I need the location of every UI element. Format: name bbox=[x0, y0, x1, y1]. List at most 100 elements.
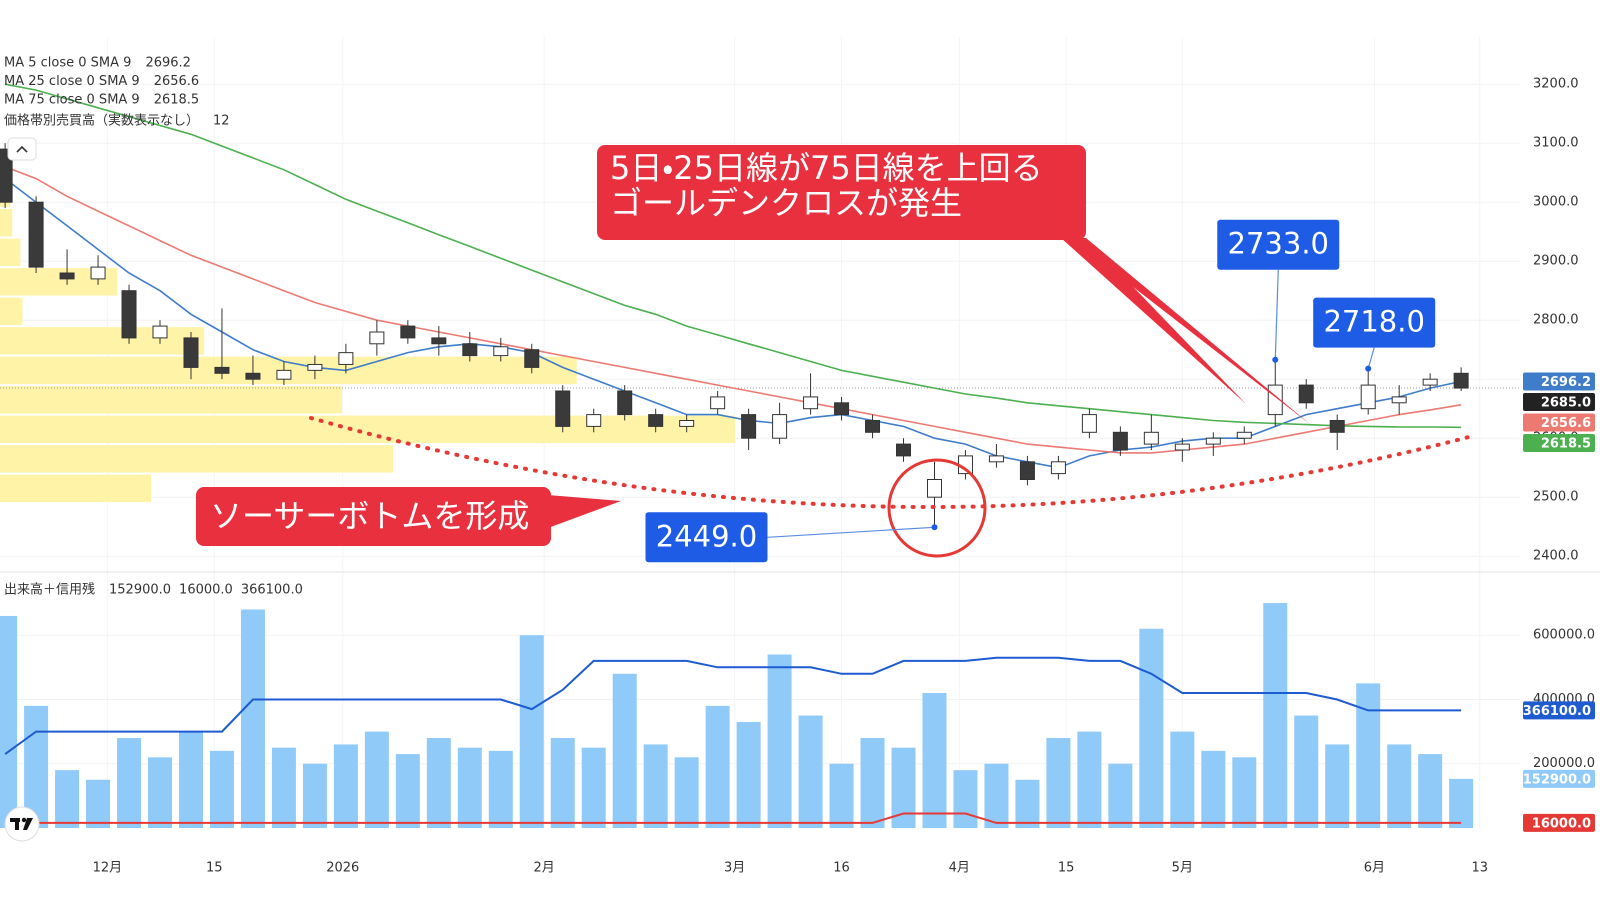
logo bbox=[4, 806, 40, 842]
candle-body bbox=[152, 325, 168, 339]
volume-bar bbox=[550, 738, 575, 828]
profile-bar bbox=[0, 209, 13, 237]
volume-bar bbox=[1201, 750, 1226, 828]
legend-value: 16000.0 bbox=[179, 583, 233, 598]
volume-bar bbox=[984, 763, 1009, 828]
x-tick-label: 5月 bbox=[1172, 861, 1193, 876]
callout-tail bbox=[1070, 238, 1311, 425]
callout-leader bbox=[767, 526, 935, 538]
chevron-icon bbox=[16, 145, 28, 153]
volume-bar bbox=[1015, 779, 1040, 828]
volume-bar bbox=[922, 693, 947, 828]
candle-body bbox=[462, 343, 478, 357]
volume-bar bbox=[674, 757, 699, 828]
ma-line bbox=[4, 83, 1462, 429]
saucer-callout: ソーサーボトムを形成 bbox=[196, 487, 621, 546]
logo-part bbox=[15, 818, 19, 830]
legend-value: 2618.5 bbox=[154, 93, 200, 108]
price-badge-label: 16000.0 bbox=[1532, 816, 1591, 831]
golden-cross-callout: 5日・25日線が75日線を上回る ゴールデンクロスが発生 bbox=[597, 145, 1311, 425]
profile-bar bbox=[0, 327, 205, 355]
price-badge bbox=[1523, 769, 1595, 788]
callout-point bbox=[1272, 356, 1279, 363]
candle-body bbox=[555, 390, 571, 427]
y-tick-label: 3200.0 bbox=[1533, 77, 1579, 92]
candle-body bbox=[926, 479, 942, 498]
candle-body bbox=[896, 443, 912, 457]
volume-bar bbox=[1077, 731, 1102, 828]
x-tick-label: 2026 bbox=[326, 861, 359, 876]
volume-bar bbox=[860, 738, 885, 828]
volume-bar bbox=[86, 779, 111, 828]
candle-body bbox=[1391, 396, 1407, 404]
legend-label: MA 75 close 0 SMA 9 bbox=[4, 93, 140, 108]
volume-bar bbox=[333, 744, 358, 828]
callout-box bbox=[597, 145, 1086, 240]
candle-body bbox=[431, 337, 447, 345]
volume-bar bbox=[117, 738, 142, 828]
candle-body bbox=[1422, 378, 1438, 386]
price-badge bbox=[1523, 372, 1595, 391]
y-tick-label: 2800.0 bbox=[1533, 313, 1579, 328]
price-badge-label: 2696.2 bbox=[1541, 375, 1591, 390]
candle-body bbox=[1205, 437, 1221, 445]
price-badge-label: 2685.0 bbox=[1541, 395, 1591, 410]
x-tick-label: 13 bbox=[1471, 861, 1488, 876]
saucer-curve bbox=[309, 416, 1471, 509]
volume-bar bbox=[1449, 778, 1474, 828]
volume-bar bbox=[209, 750, 234, 828]
volume-bar bbox=[488, 750, 513, 828]
candle-body bbox=[803, 396, 819, 410]
candle-body bbox=[524, 349, 540, 368]
logo-part bbox=[21, 817, 27, 823]
volume-bar bbox=[0, 615, 18, 828]
price-badge bbox=[1523, 392, 1595, 411]
callout-leader bbox=[1274, 269, 1279, 360]
x-tick-label: 6月 bbox=[1364, 861, 1385, 876]
x-tick-label: 15 bbox=[206, 861, 223, 876]
candle-body bbox=[834, 402, 850, 416]
candle-body bbox=[307, 363, 323, 371]
callout-text: 5日・25日線が75日線を上回る bbox=[610, 149, 1043, 187]
price-badge bbox=[1523, 813, 1595, 832]
callout-text: ソーサーボトムを形成 bbox=[210, 497, 529, 535]
y-tick-label: 3100.0 bbox=[1533, 136, 1579, 151]
volume-line bbox=[5, 812, 1462, 824]
volume-bar bbox=[271, 747, 296, 828]
volume-bar bbox=[891, 747, 916, 828]
callout-leader bbox=[1367, 347, 1375, 369]
volume-bar bbox=[1046, 738, 1071, 828]
y-tick-label: 3000.0 bbox=[1533, 195, 1579, 210]
candle-body bbox=[617, 390, 633, 416]
volume-bar bbox=[364, 731, 389, 828]
button-frame[interactable] bbox=[7, 137, 37, 161]
y-tick-label: 200000.0 bbox=[1533, 756, 1595, 771]
price-badge bbox=[1523, 701, 1595, 720]
candle-body bbox=[1112, 431, 1128, 451]
volume-bar bbox=[736, 721, 761, 828]
candle-body bbox=[121, 290, 137, 339]
callout-point bbox=[931, 524, 938, 531]
candle-body bbox=[1174, 443, 1190, 451]
volume-bar bbox=[829, 763, 854, 828]
volume-bar bbox=[612, 673, 637, 828]
volume-bar bbox=[1325, 744, 1350, 828]
x-tick-label: 12月 bbox=[93, 861, 123, 876]
volume-bar bbox=[798, 715, 823, 828]
candle-body bbox=[772, 414, 788, 439]
profile-bar bbox=[0, 386, 342, 414]
price-badge-label: 152900.0 bbox=[1523, 772, 1591, 787]
price-badge-label: 2656.6 bbox=[1541, 416, 1591, 431]
volume-bar bbox=[1108, 763, 1133, 828]
collapse-button[interactable] bbox=[7, 137, 37, 161]
y-tick-label: 2900.0 bbox=[1533, 254, 1579, 269]
profile-bar bbox=[0, 297, 23, 326]
candle-body bbox=[0, 148, 13, 203]
volume-bar bbox=[1356, 683, 1381, 828]
volume-bar bbox=[426, 738, 451, 828]
volume-layer bbox=[0, 603, 1474, 828]
callout-box bbox=[196, 487, 551, 546]
callout-box bbox=[1217, 219, 1340, 270]
